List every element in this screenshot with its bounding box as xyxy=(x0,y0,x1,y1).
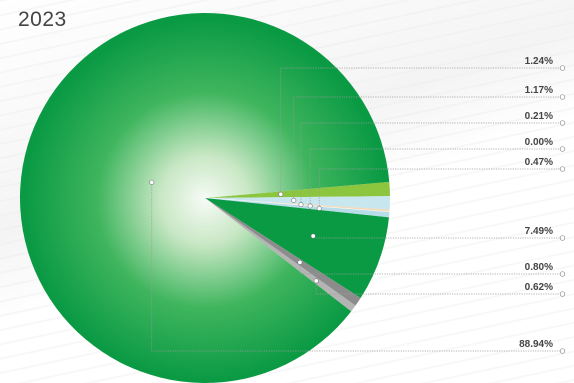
pie-slice xyxy=(205,181,390,198)
leader-dot xyxy=(307,203,313,209)
leader-line xyxy=(309,148,560,206)
data-label: 88.94% xyxy=(519,339,553,350)
data-label: 0.47% xyxy=(525,157,553,168)
data-label: 1.24% xyxy=(525,56,553,67)
leader-line xyxy=(318,168,560,209)
leader-line xyxy=(299,262,560,275)
leader-end-dot xyxy=(559,166,566,172)
leader-end-dot xyxy=(559,146,566,152)
pie-slice xyxy=(205,198,390,218)
leader-dot xyxy=(316,205,322,211)
leader-end-dot xyxy=(559,120,566,126)
pie-slice xyxy=(205,196,390,210)
data-label: 0.21% xyxy=(525,111,553,122)
data-label: 0.00% xyxy=(525,137,553,148)
pie-slice xyxy=(205,198,389,299)
leader-dot xyxy=(313,278,319,284)
data-label: 1.17% xyxy=(525,85,553,96)
leader-dot xyxy=(298,202,304,208)
data-label: 7.49% xyxy=(525,226,553,237)
pie-slice xyxy=(205,198,356,312)
leader-end-dot xyxy=(559,291,566,297)
leader-end-dot xyxy=(559,348,566,354)
pie-slice xyxy=(204,197,390,213)
data-label: 0.80% xyxy=(525,262,553,273)
leader-dot xyxy=(291,197,297,203)
chart-year-title: 2023 xyxy=(18,8,67,31)
pie-slice xyxy=(205,198,361,306)
leader-end-dot xyxy=(559,65,566,71)
leader-dot xyxy=(297,259,303,265)
leader-line xyxy=(300,122,560,205)
leader-end-dot xyxy=(559,235,566,241)
data-label: 0.62% xyxy=(525,282,553,293)
pie-slice xyxy=(20,12,390,383)
leader-dot xyxy=(278,191,284,197)
leader-dot xyxy=(149,179,155,185)
leader-dot xyxy=(310,233,316,239)
leader-line xyxy=(280,67,560,195)
leader-line xyxy=(315,280,560,295)
leader-line xyxy=(151,182,560,352)
leader-line xyxy=(293,96,560,201)
leader-end-dot xyxy=(559,94,566,100)
leader-end-dot xyxy=(559,271,566,277)
